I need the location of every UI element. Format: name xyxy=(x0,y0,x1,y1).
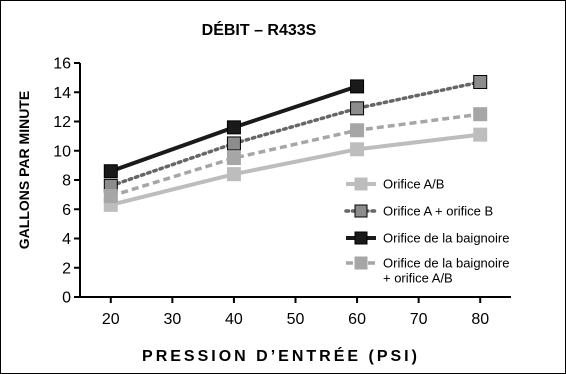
series-line xyxy=(110,112,481,198)
y-tick-label: 16 xyxy=(53,56,71,73)
data-point xyxy=(473,75,488,90)
legend-marker xyxy=(354,231,368,245)
data-point xyxy=(473,107,488,122)
legend-marker xyxy=(354,256,368,270)
y-tick-label: 8 xyxy=(62,173,71,190)
legend-label: Orifice A + orifice B xyxy=(383,204,493,219)
x-tick-label: 50 xyxy=(287,311,305,328)
legend-entry: Orifice de la baignoire + orifice A/B xyxy=(346,256,509,286)
data-point xyxy=(103,164,118,179)
series-layer xyxy=(103,75,488,212)
y-axis-label: GALLONS PAR MINUTE xyxy=(16,91,32,249)
legend-label: Orifice de la baignoire + orifice A/B xyxy=(383,256,509,286)
legend-label: Orifice de la baignoire xyxy=(383,231,509,246)
legend-entry: Orifice A/B xyxy=(346,177,444,192)
legend: Orifice A/B Orifice A + orifice B Orifice … xyxy=(344,177,509,286)
x-tick-label: 60 xyxy=(348,311,366,328)
y-tick-label: 6 xyxy=(62,202,71,219)
x-tick-label: 20 xyxy=(102,311,120,328)
y-tick-label: 14 xyxy=(53,85,71,102)
data-point xyxy=(350,101,365,116)
data-point xyxy=(473,127,488,142)
data-point xyxy=(350,142,365,157)
series-4 xyxy=(103,107,488,204)
x-tick-label: 40 xyxy=(225,311,243,328)
axes: 0 2 4 6 8 10 12 14 16 20 30 40 50 60 70 80 xyxy=(53,56,511,328)
data-point xyxy=(103,189,118,204)
y-tick-label: 12 xyxy=(53,114,71,131)
y-tick-label: 0 xyxy=(62,290,71,307)
data-point xyxy=(350,123,365,138)
x-axis-label: PRESSION D’ENTRÉE (PSI) xyxy=(142,346,420,365)
data-point xyxy=(350,79,365,94)
data-point xyxy=(226,151,241,166)
legend-entry: Orifice A + orifice B xyxy=(344,204,493,219)
x-tick-label: 70 xyxy=(410,311,428,328)
series-line xyxy=(110,132,481,207)
data-point xyxy=(226,136,241,151)
series-1 xyxy=(103,127,488,212)
data-point xyxy=(226,120,241,135)
y-tick-label: 4 xyxy=(62,231,71,248)
y-tick-label: 2 xyxy=(62,260,71,277)
legend-marker xyxy=(354,177,368,191)
legend-label: Orifice A/B xyxy=(383,177,444,192)
x-tick-label: 80 xyxy=(471,311,489,328)
x-tick-label: 30 xyxy=(163,311,181,328)
series-3 xyxy=(103,79,365,179)
series-line xyxy=(109,80,482,188)
data-point xyxy=(226,167,241,182)
legend-entry: Orifice de la baignoire xyxy=(346,231,509,246)
legend-marker xyxy=(354,204,368,218)
chart-title: DÉBIT – R433S xyxy=(202,20,317,39)
series-2 xyxy=(103,75,488,193)
y-tick-label: 10 xyxy=(53,143,71,160)
